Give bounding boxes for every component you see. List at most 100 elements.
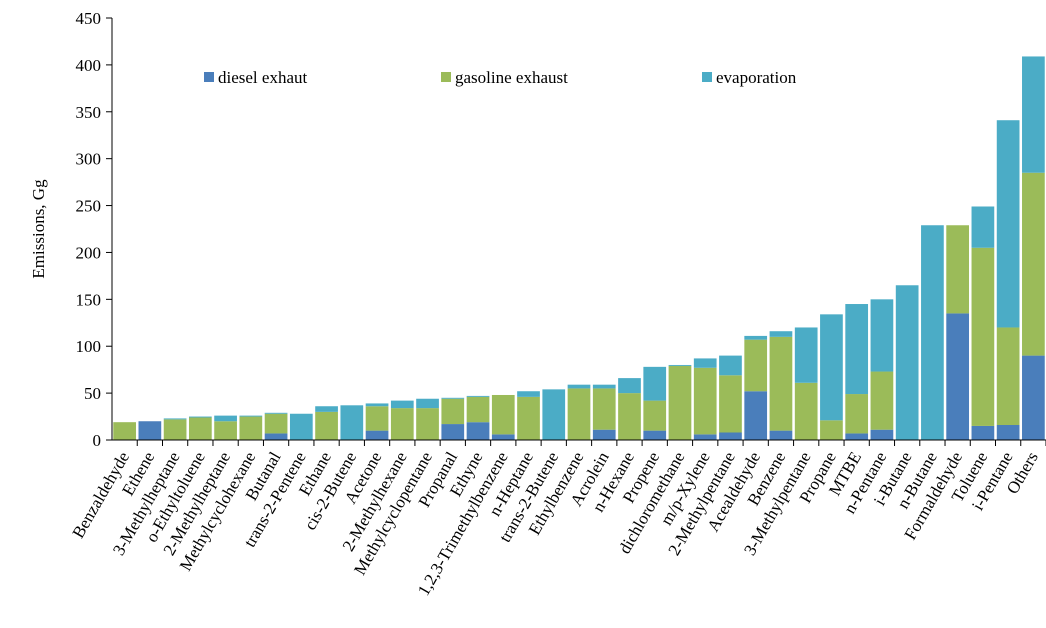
- bar-segment: [1022, 355, 1045, 440]
- bar-segment: [365, 406, 389, 431]
- bar-segment: [744, 339, 768, 392]
- x-tick-labels: BenzaldehydeEthene3-Methylheptaneo-Ethyl…: [68, 440, 1046, 599]
- bar-segment: [542, 389, 566, 440]
- bar-segment: [643, 430, 667, 440]
- bar-segment: [693, 358, 717, 368]
- bar-segment: [239, 415, 263, 417]
- y-axis-ticks: 0 50 100 150 200 250 300 350 400 450: [76, 9, 112, 450]
- bar-segment: [820, 314, 843, 421]
- y-tick-label: 200: [76, 243, 102, 262]
- bar-segment: [163, 419, 187, 440]
- bar-segment: [365, 430, 389, 440]
- bar-segment: [719, 432, 742, 440]
- legend-swatch: [702, 72, 712, 82]
- legend-swatch: [204, 72, 214, 82]
- bar-segment: [845, 394, 869, 434]
- bars: [113, 56, 1045, 440]
- bar-segment: [441, 424, 465, 440]
- bar-segment: [113, 422, 136, 440]
- bar-segment: [188, 417, 212, 440]
- bar-segment: [971, 247, 995, 426]
- bar-segment: [491, 434, 515, 440]
- bar-segment: [416, 408, 439, 440]
- bar-segment: [996, 424, 1020, 440]
- bar-segment: [870, 371, 894, 430]
- y-tick-label: 450: [76, 9, 102, 28]
- bar-segment: [214, 415, 237, 422]
- y-tick-label: 50: [84, 384, 101, 403]
- legend-label: evaporation: [716, 68, 797, 87]
- bar-segment: [946, 313, 970, 440]
- bar-segment: [592, 429, 616, 440]
- bar-segment: [315, 406, 338, 412]
- bar-segment: [390, 408, 414, 440]
- bar-segment: [618, 378, 641, 394]
- bar-segment: [567, 388, 591, 440]
- y-tick-label: 0: [93, 431, 102, 450]
- bar-segment: [971, 425, 995, 440]
- bar-segment: [744, 391, 768, 440]
- bar-segment: [365, 403, 389, 407]
- bar-segment: [845, 433, 869, 440]
- legend: diesel exhaut gasoline exhaust evaporation: [204, 68, 797, 87]
- bar-segment: [315, 411, 338, 440]
- bar-segment: [845, 304, 869, 395]
- bar-segment: [794, 382, 818, 440]
- y-axis-label: Emissions, Gg: [29, 179, 48, 279]
- bar-segment: [214, 421, 237, 440]
- bar-segment: [769, 336, 793, 431]
- bar-segment: [466, 396, 490, 423]
- bar-segment: [744, 335, 768, 340]
- bar-segment: [441, 397, 465, 399]
- bar-segment: [643, 400, 667, 431]
- legend-swatch: [441, 72, 451, 82]
- bar-segment: [466, 422, 490, 440]
- bar-segment: [996, 120, 1020, 328]
- bar-segment: [264, 412, 288, 414]
- bar-segment: [264, 413, 288, 434]
- bar-segment: [693, 434, 717, 440]
- bar-segment: [618, 393, 641, 440]
- bar-segment: [289, 413, 313, 440]
- y-tick-label: 250: [76, 197, 102, 216]
- bar-segment: [517, 391, 540, 397]
- bar-segment: [769, 331, 793, 337]
- bar-segment: [668, 365, 692, 440]
- bar-segment: [1022, 56, 1045, 173]
- y-tick-label: 300: [76, 150, 102, 169]
- bar-segment: [820, 420, 843, 440]
- legend-label: gasoline exhaust: [455, 68, 568, 87]
- bar-segment: [719, 375, 742, 433]
- bar-segment: [567, 384, 591, 389]
- bar-segment: [769, 430, 793, 440]
- bar-segment: [895, 285, 919, 440]
- bar-segment: [1022, 172, 1045, 356]
- bar-segment: [870, 429, 894, 440]
- bar-segment: [921, 225, 944, 440]
- bar-segment: [517, 396, 540, 440]
- bar-segment: [643, 366, 667, 401]
- bar-segment: [390, 400, 414, 409]
- bar-segment: [668, 364, 692, 366]
- bar-segment: [719, 355, 742, 376]
- bar-segment: [441, 398, 465, 425]
- bar-segment: [996, 327, 1020, 425]
- bar-segment: [340, 405, 364, 440]
- y-tick-label: 150: [76, 290, 102, 309]
- bar-segment: [693, 367, 717, 435]
- legend-label: diesel exhaut: [218, 68, 307, 87]
- bar-segment: [592, 384, 616, 389]
- y-tick-label: 400: [76, 56, 102, 75]
- bar-segment: [163, 418, 187, 420]
- bar-segment: [416, 398, 439, 409]
- bar-segment: [264, 433, 288, 440]
- bar-segment: [138, 421, 162, 440]
- bar-segment: [592, 388, 616, 430]
- bar-segment: [239, 416, 263, 440]
- y-tick-label: 350: [76, 103, 102, 122]
- axes: [111, 18, 1046, 441]
- bar-segment: [870, 299, 894, 372]
- bar-segment: [491, 394, 515, 435]
- bar-segment: [971, 206, 995, 248]
